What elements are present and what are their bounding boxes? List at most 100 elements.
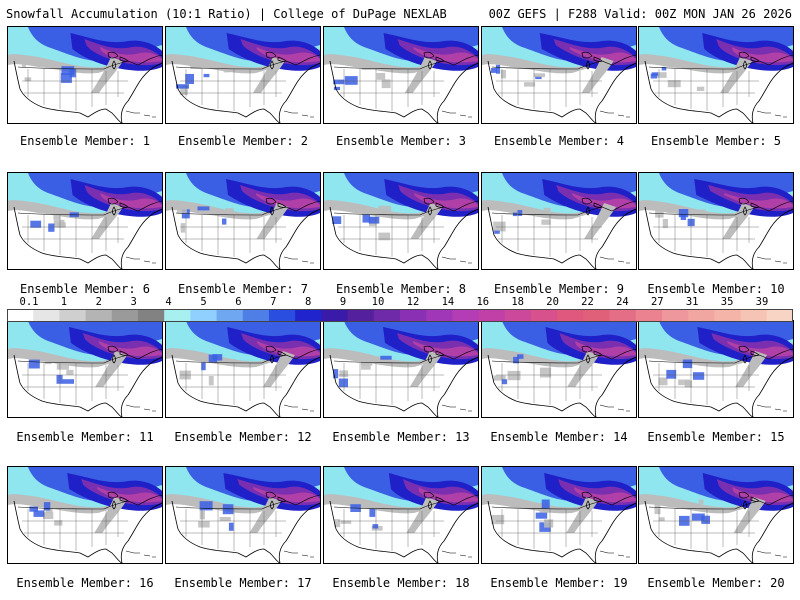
colorbar-tick-label: 9 <box>339 296 347 308</box>
colorbar-swatch <box>7 309 34 322</box>
ensemble-map-panel <box>7 466 163 564</box>
snowfall-map <box>482 27 636 123</box>
snowfall-map <box>324 173 478 269</box>
colorbar-swatch <box>347 309 375 322</box>
snowfall-map <box>8 467 162 563</box>
colorbar-swatch <box>426 309 453 322</box>
ensemble-map-panel <box>165 26 321 124</box>
colorbar-tick-label: 24 <box>616 296 629 308</box>
colorbar-swatch <box>452 309 480 322</box>
ensemble-map-panel <box>638 26 794 124</box>
map-title: Snowfall Accumulation (10:1 Ratio) | Col… <box>6 7 447 21</box>
colorbar-swatch <box>138 309 165 322</box>
colorbar-tick-label: 2 <box>95 296 102 308</box>
colorbar-tick-label: 3 <box>130 296 137 308</box>
ensemble-map-panel <box>7 172 163 270</box>
colorbar-tick-label: 1 <box>60 296 68 308</box>
colorbar-swatch <box>583 309 611 322</box>
ensemble-member-label: Ensemble Member: 16 <box>16 576 154 590</box>
colorbar-tick-label: 0.1 <box>19 296 39 308</box>
snowfall-map <box>482 321 636 417</box>
colorbar-swatch <box>662 309 689 322</box>
snowfall-map <box>166 173 320 269</box>
snowfall-map <box>639 467 793 563</box>
colorbar-tick-label: 10 <box>371 296 385 308</box>
ensemble-map-panel <box>638 320 794 418</box>
colorbar-swatch <box>295 309 322 322</box>
colorbar-tick-label: 14 <box>441 296 455 308</box>
ensemble-member-label: Ensemble Member: 1 <box>19 134 151 148</box>
colorbar-swatch <box>740 309 768 322</box>
colorbar-tick-label: 35 <box>720 296 734 308</box>
snowfall-map <box>324 27 478 123</box>
ensemble-map-panel <box>323 172 479 270</box>
ensemble-map-panel <box>323 466 479 564</box>
colorbar-swatch <box>33 309 60 322</box>
colorbar-tick-label: 39 <box>755 296 769 308</box>
colorbar-tick-label: 8 <box>305 296 312 308</box>
ensemble-member-label: Ensemble Member: 6 <box>19 282 151 296</box>
colorbar-swatch <box>321 309 349 322</box>
colorbar-swatch <box>85 309 113 322</box>
snowfall-map <box>166 27 320 123</box>
colorbar-swatch <box>714 309 742 322</box>
snowfall-map <box>166 321 320 417</box>
colorbar-tick-label: 22 <box>581 296 594 308</box>
ensemble-map-panel <box>165 172 321 270</box>
colorbar-tick-label: 5 <box>200 296 207 308</box>
ensemble-map-panel <box>481 466 637 564</box>
snowfall-map <box>482 467 636 563</box>
colorbar-tick-label: 4 <box>165 296 172 308</box>
snowfall-map <box>324 321 478 417</box>
colorbar-tick-label: 16 <box>476 296 490 308</box>
ensemble-member-label: Ensemble Member: 9 <box>493 282 625 296</box>
colorbar-swatch <box>478 309 506 322</box>
ensemble-member-label: Ensemble Member: 2 <box>177 134 309 148</box>
colorbar-swatch <box>400 309 427 322</box>
ensemble-member-label: Ensemble Member: 11 <box>16 430 154 444</box>
colorbar-swatch <box>373 309 401 322</box>
colorbar-swatch <box>766 309 794 322</box>
snowfall-map <box>639 173 793 269</box>
colorbar-swatch <box>504 309 532 322</box>
colorbar-swatch <box>688 309 715 322</box>
ensemble-member-label: Ensemble Member: 7 <box>177 282 309 296</box>
colorbar-swatch <box>164 309 191 322</box>
colorbar-tick-label: 18 <box>511 296 525 308</box>
ensemble-member-label: Ensemble Member: 14 <box>490 430 628 444</box>
ensemble-map-panel <box>481 172 637 270</box>
ensemble-member-label: Ensemble Member: 17 <box>174 576 312 590</box>
snowfall-map <box>639 321 793 417</box>
ensemble-map-panel <box>7 320 163 418</box>
ensemble-map-panel <box>481 320 637 418</box>
ensemble-member-label: Ensemble Member: 5 <box>650 134 782 148</box>
ensemble-member-label: Ensemble Member: 15 <box>647 430 785 444</box>
ensemble-member-label: Ensemble Member: 4 <box>493 134 625 148</box>
ensemble-map-panel <box>638 466 794 564</box>
snowfall-map <box>166 467 320 563</box>
ensemble-member-label: Ensemble Member: 8 <box>335 282 467 296</box>
ensemble-member-label: Ensemble Member: 18 <box>332 576 470 590</box>
colorbar-tick-label: 27 <box>650 296 664 308</box>
ensemble-member-label: Ensemble Member: 3 <box>335 134 467 148</box>
ensemble-map-panel <box>165 320 321 418</box>
ensemble-map-panel <box>638 172 794 270</box>
colorbar-tick-label: 6 <box>235 296 242 308</box>
ensemble-map-panel <box>323 320 479 418</box>
colorbar-swatch <box>269 309 296 322</box>
colorbar-swatch <box>635 309 663 322</box>
colorbar-swatch <box>190 309 218 322</box>
colorbar-swatch <box>557 309 584 322</box>
colorbar-tick-label: 20 <box>546 296 559 308</box>
ensemble-member-label: Ensemble Member: 19 <box>490 576 628 590</box>
snowfall-map <box>8 173 162 269</box>
ensemble-member-label: Ensemble Member: 20 <box>647 576 785 590</box>
snowfall-map <box>8 321 162 417</box>
colorbar-swatch <box>609 309 637 322</box>
ensemble-map-panel <box>165 466 321 564</box>
snowfall-map <box>8 27 162 123</box>
ensemble-member-label: Ensemble Member: 13 <box>332 430 470 444</box>
colorbar-swatch <box>242 309 270 322</box>
ensemble-member-label: Ensemble Member: 10 <box>647 282 785 296</box>
ensemble-map-panel <box>7 26 163 124</box>
